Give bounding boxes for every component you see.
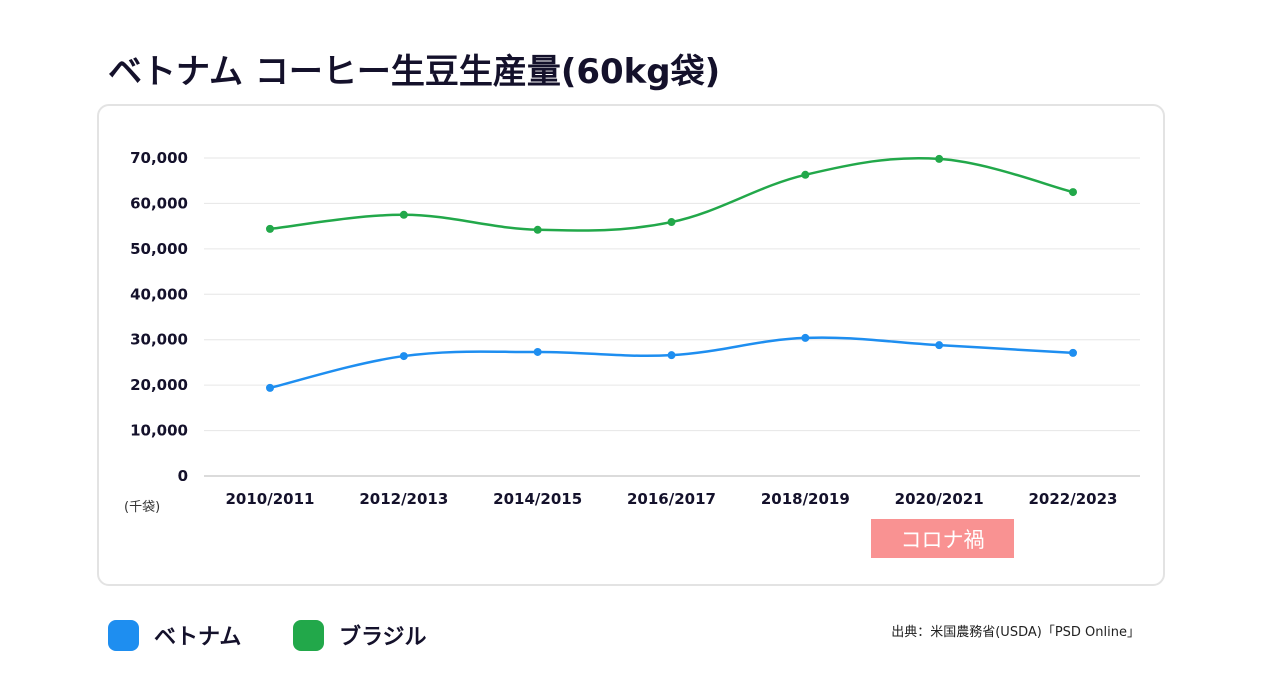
x-tick-label: 2022/2023	[1029, 490, 1118, 508]
data-point-vietnam	[399, 352, 408, 361]
data-point-brazil	[1069, 188, 1077, 197]
gridlines	[204, 157, 1140, 477]
data-point-brazil	[801, 170, 810, 179]
data-point-brazil	[266, 224, 274, 233]
legend-item-vietnam: ベトナム	[108, 619, 241, 651]
data-point-vietnam	[801, 333, 810, 342]
series-line-vietnam	[269, 336, 1074, 390]
data-point-vietnam	[1069, 348, 1077, 357]
legend-label-brazil: ブラジル	[339, 625, 427, 650]
y-tick-label: 0	[178, 467, 188, 485]
legend-item-brazil: ブラジル	[293, 619, 427, 651]
y-tick-label: 70,000	[130, 149, 188, 167]
y-tick-label: 30,000	[130, 331, 188, 349]
data-point-vietnam	[935, 341, 944, 350]
data-point-vietnam	[533, 347, 542, 356]
y-tick-label: 20,000	[130, 376, 188, 394]
y-axis-ticks: 0 10,000 20,000 30,000 40,000 50,000 60,000 70,…	[130, 149, 188, 485]
source-note: 出典：米国農務省(USDA)「PSD Online」	[891, 625, 1140, 640]
series-points	[266, 154, 1077, 392]
covid-annotation: コロナ禍	[871, 519, 1014, 558]
x-axis-ticks: 2010/2011 2012/2013 2014/2015 2016/2017 2018…	[226, 490, 1118, 508]
x-tick-label: 2010/2011	[226, 490, 315, 508]
x-tick-label: 2018/2019	[761, 490, 850, 508]
data-point-brazil	[399, 210, 408, 219]
legend-label-vietnam: ベトナム	[154, 625, 242, 650]
data-point-vietnam	[667, 351, 676, 360]
chart-title: ベトナム コーヒー生豆生産量(60kg袋)	[108, 52, 721, 92]
y-tick-label: 10,000	[130, 422, 188, 440]
data-point-brazil	[935, 154, 944, 163]
y-tick-label: 40,000	[130, 285, 188, 303]
x-tick-label: 2014/2015	[493, 490, 582, 508]
data-point-brazil	[533, 225, 542, 234]
data-point-vietnam	[266, 383, 274, 392]
x-tick-label: 2016/2017	[627, 490, 716, 508]
chart-frame	[97, 104, 1165, 586]
legend-swatch-brazil	[293, 619, 324, 651]
x-tick-label: 2020/2021	[895, 490, 984, 508]
y-tick-label: 50,000	[130, 240, 188, 258]
x-tick-label: 2012/2013	[359, 490, 448, 508]
legend-swatch-vietnam	[108, 619, 139, 651]
y-tick-label: 60,000	[130, 194, 188, 212]
data-point-brazil	[667, 218, 676, 227]
y-axis-unit-label: (千袋)	[124, 500, 161, 515]
